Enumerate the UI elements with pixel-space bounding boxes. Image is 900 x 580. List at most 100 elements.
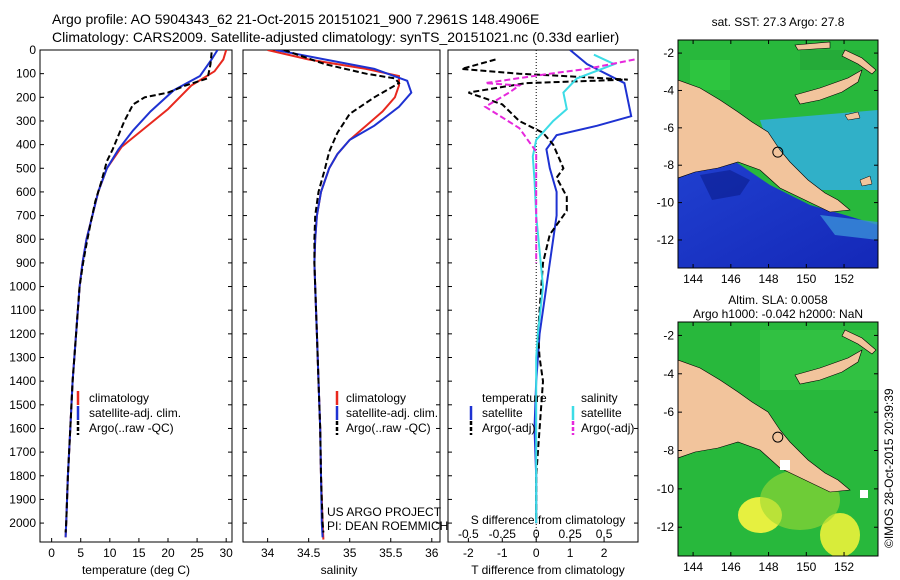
new-guinea-landmass — [678, 79, 851, 213]
x-tick-label: 35 — [343, 546, 357, 560]
series-line-argo-raw-qc — [64, 52, 213, 533]
credit-pi: PI: DEAN ROEMMICH — [327, 519, 448, 533]
series-line-s-satellite — [531, 53, 617, 524]
legend-title-salinity: salinity — [581, 391, 618, 405]
x-tick-label: 20 — [161, 546, 175, 560]
lat-tick-label: -2 — [663, 328, 674, 342]
x-tick-label: 35.5 — [379, 546, 403, 560]
series-line-climatology — [267, 50, 400, 540]
lat-tick-label: -2 — [663, 46, 674, 60]
temperature-panel: 0100200300400500600700800900100011001200… — [9, 43, 233, 577]
new-britain-island — [794, 349, 863, 385]
lat-tick-label: -12 — [657, 233, 675, 247]
sst-dark-patch — [700, 170, 750, 200]
islet — [844, 111, 861, 121]
sla-map-title-1: Altim. SLA: 0.0058 — [728, 293, 828, 307]
salinity-lines — [267, 50, 413, 540]
lat-tick-label: -12 — [657, 520, 675, 534]
depth-tick-label: 100 — [16, 67, 36, 81]
difference-xlabel-top: S difference from climatology — [471, 513, 626, 527]
lat-tick-label: -8 — [663, 444, 674, 458]
difference-xlabel-bottom: T difference from climatology — [471, 563, 625, 577]
depth-tick-label: 1800 — [9, 469, 36, 483]
lon-tick-label: 148 — [759, 272, 779, 286]
sla-map-frame — [677, 321, 879, 557]
series-line-s-argo-adj — [483, 58, 635, 263]
depth-tick-label: 300 — [16, 114, 36, 128]
credit-project: US ARGO PROJECT — [327, 505, 442, 519]
new-ireland-island — [841, 329, 877, 355]
x-tick-label: 2 — [601, 546, 608, 560]
lon-tick-label: 150 — [796, 560, 816, 574]
legend-label-argo: Argo(..raw -QC) — [346, 421, 431, 435]
lat-tick-label: -8 — [663, 158, 674, 172]
lon-tick-label: 150 — [796, 272, 816, 286]
depth-tick-label: 1400 — [9, 374, 36, 388]
x-tick-label: 10 — [103, 546, 117, 560]
temperature-legend: climatology satellite-adj. clim. Argo(..… — [76, 391, 181, 435]
manus-island — [794, 41, 831, 51]
sst-light-patch — [820, 215, 878, 240]
series-line-t-argo-adj — [461, 58, 628, 524]
lat-tick-label: -6 — [663, 121, 674, 135]
x-tick-label: -2 — [463, 546, 474, 560]
x-tick-label: 15 — [132, 546, 146, 560]
argo-float-marker — [772, 431, 784, 443]
difference-depth-ticks — [448, 49, 638, 524]
salinity-legend: climatology satellite-adj. clim. Argo(..… — [335, 391, 438, 435]
depth-axis: 0 100 200 300 400 500 600 700 800 900 1000 1100 1200… — [9, 43, 232, 530]
depth-tick-label: 500 — [16, 161, 36, 175]
lat-tick-label: -6 — [663, 405, 674, 419]
difference-x-axis: -2 -1 0 1 2 — [463, 538, 608, 560]
lon-tick-label: 146 — [721, 560, 741, 574]
depth-tick-label: 900 — [16, 256, 36, 270]
depth-tick-label: 1300 — [9, 351, 36, 365]
sla-map-panel: Altim. SLA: 0.0058 Argo h1000: -0.042 h2… — [657, 293, 879, 574]
imos-stamp: ©IMOS 28-Oct-2015 20:39:39 — [882, 388, 896, 548]
series-line-argo-raw-qc — [283, 50, 401, 533]
sst-map-panel: sat. SST: 27.3 Argo: 27.8 144 146 148 150 15… — [657, 15, 879, 286]
new-britain-island — [794, 69, 863, 105]
salinity-x-axis: 34 34.5 35 35.5 36 — [261, 538, 439, 560]
x-tick-label: 36 — [425, 546, 439, 560]
series-line-t-satellite — [533, 50, 633, 524]
salinity-depth-ticks — [243, 49, 440, 524]
x-tick-label: -1 — [497, 546, 508, 560]
depth-tick-label: 1200 — [9, 327, 36, 341]
salinity-panel: 34 34.5 35 35.5 36 salinity climatology sate… — [242, 49, 448, 577]
x-tick-label: 30 — [220, 546, 234, 560]
sla-map-ticks: 144 146 148 150 152 -2 -4 -6 -8 -10 -12 — [657, 322, 878, 574]
sst-cyan-region — [760, 110, 878, 190]
legend-label-climatology: climatology — [89, 391, 149, 405]
salinity-difference-ticks: -0.5 -0.25 0 0.25 0.5 — [458, 527, 613, 541]
lon-tick-label: 146 — [721, 272, 741, 286]
difference-lines — [461, 50, 635, 524]
sla-high-anomaly — [820, 513, 860, 556]
depth-tick-label: 1900 — [9, 492, 36, 506]
difference-legend: temperature salinity satellite Argo(-adj… — [469, 391, 634, 435]
temperature-xlabel: temperature (deg C) — [82, 563, 190, 577]
temperature-x-axis: 0 5 10 15 20 25 30 — [48, 538, 233, 560]
lat-tick-label: -4 — [663, 83, 674, 97]
temperature-axes-box — [39, 49, 233, 543]
legend-label-s-argo: Argo(-adj) — [581, 421, 634, 435]
lon-tick-label: 144 — [683, 272, 703, 286]
legend-label-t-satellite: satellite — [482, 406, 523, 420]
temperature-lines — [64, 50, 228, 538]
series-line-climatology — [64, 50, 228, 538]
top-tick-label: 0 — [533, 527, 540, 541]
sst-map-image — [678, 40, 878, 268]
lat-tick-label: -10 — [657, 482, 675, 496]
x-tick-label: 34.5 — [297, 546, 321, 560]
legend-label-s-satellite: satellite — [581, 406, 622, 420]
sla-map-image — [678, 322, 878, 556]
missing-data-cell — [860, 490, 868, 498]
legend-label-argo: Argo(..raw -QC) — [89, 421, 174, 435]
sst-map-title: sat. SST: 27.3 Argo: 27.8 — [712, 15, 845, 29]
depth-tick-label: 200 — [16, 90, 36, 104]
legend-label-t-argo: Argo(-adj) — [482, 421, 535, 435]
x-tick-label: 1 — [567, 546, 574, 560]
sst-map-frame — [677, 39, 879, 269]
salinity-axes-box — [242, 49, 441, 543]
